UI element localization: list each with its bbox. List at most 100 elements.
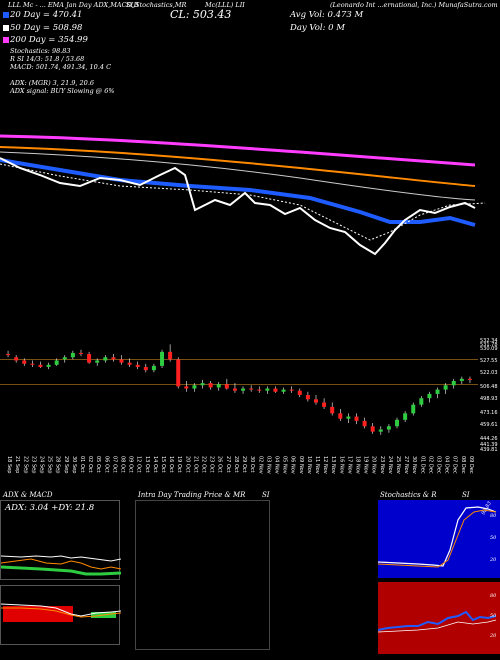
- adx-minus-line: [1, 558, 121, 570]
- x-tick-label: 02 Oct: [87, 456, 93, 473]
- ma50-label: 50 Day = 508.98: [10, 23, 83, 33]
- x-tick-label: 01 Dec: [419, 456, 425, 474]
- x-tick-label: 08 Dec: [460, 456, 466, 474]
- x-tick-label: 25 Sep: [47, 456, 53, 473]
- candle-down: [338, 413, 343, 419]
- candle-down: [184, 386, 189, 389]
- y-tick-label: 439.81: [480, 447, 498, 453]
- candle-down: [38, 364, 43, 367]
- x-tick-label: 28 Sep: [55, 456, 61, 473]
- candle-down: [176, 359, 181, 387]
- candle-down: [370, 426, 375, 432]
- x-tick-label: 21 Sep: [14, 456, 20, 473]
- candle-down: [127, 362, 132, 365]
- si-panel-title: SI: [262, 491, 270, 499]
- x-tick-label: 07 Oct: [111, 456, 117, 473]
- ma50-swatch: [3, 25, 9, 31]
- day-volume: Day Vol: 0 M: [290, 23, 345, 33]
- rsi-tick-20: 20: [490, 633, 497, 639]
- candle-down: [322, 402, 327, 407]
- candle-up: [151, 365, 156, 371]
- candle-down: [111, 357, 116, 360]
- rsi-tick-50: 50: [490, 613, 497, 619]
- candle-up: [403, 413, 408, 420]
- x-tick-label: 03 Nov: [265, 456, 271, 474]
- company-line: (Leonardo Int ...ernational, Inc.) Munaf…: [330, 1, 498, 9]
- candle-down: [119, 359, 124, 363]
- candle-down: [168, 351, 173, 360]
- y-tick-label: 527.55: [480, 358, 498, 364]
- x-tick-label: 02 Nov: [257, 456, 263, 474]
- x-tick-label: 26 Oct: [217, 456, 223, 473]
- stoch-line: SI,Stochastics,MR: [126, 1, 187, 9]
- x-tick-label: 02 Dec: [427, 456, 433, 474]
- x-tick-label: 21 Oct: [192, 456, 198, 473]
- adx-green-line: [1, 565, 121, 576]
- x-tick-label: 18 Sep: [6, 456, 12, 473]
- intraday-panel-title: Intra Day Trading Price & MR: [138, 491, 246, 499]
- stoch-tick-50: 50: [490, 535, 497, 541]
- x-tick-label: 19 Nov: [363, 456, 369, 474]
- candle-down: [208, 383, 213, 388]
- macd-value: MACD: 501.74, 491.34, 10.4 C: [10, 63, 112, 71]
- stoch-d-line: [378, 509, 497, 568]
- candle-down: [330, 406, 335, 414]
- y-tick-label: 444.26: [480, 436, 498, 442]
- x-tick-label: 22 Oct: [201, 456, 207, 473]
- candle-down: [224, 384, 229, 389]
- rsi-line: [378, 610, 497, 631]
- candle-up: [70, 352, 75, 358]
- x-tick-label: 30 Oct: [249, 456, 255, 473]
- candle-up: [435, 389, 440, 394]
- x-tick-label: 03 Dec: [436, 456, 442, 474]
- y-tick-label: 473.16: [480, 410, 498, 416]
- adx-signal: ADX signal: BUY Slowing @ 6%: [10, 87, 115, 95]
- stoch-tick-80: 80: [490, 513, 497, 519]
- candle-up: [346, 416, 351, 419]
- macd-panel: [0, 585, 121, 645]
- ma200-line: [0, 134, 476, 167]
- x-tick-label: 18 Nov: [355, 456, 361, 474]
- candle-up: [419, 398, 424, 405]
- x-tick-label: 09 Oct: [128, 456, 134, 473]
- x-tick-label: 23 Nov: [379, 456, 385, 474]
- x-tick-label: 04 Nov: [273, 456, 279, 474]
- candle-down: [305, 395, 310, 400]
- candle-up: [386, 426, 391, 430]
- ticker-line: Mc(LLL) LII: [205, 1, 245, 9]
- x-tick-label: 13 Oct: [144, 456, 150, 473]
- x-tick-label: 23 Oct: [209, 456, 215, 473]
- x-tick-label: 17 Nov: [346, 456, 352, 474]
- candle-up: [459, 378, 464, 381]
- rsi-tick-80: 80: [490, 593, 497, 599]
- stochastics-panel: 98.83 80 50 20: [378, 500, 500, 578]
- adx-value: ADX: (MGR) 3, 21.9, 20.6: [10, 79, 95, 87]
- x-tick-label: 30 Sep: [71, 456, 77, 473]
- x-tick-label: 08 Oct: [120, 456, 126, 473]
- candlestick-chart: 18 Sep 21 Sep 22 Sep 23 Sep 24 Sep 25 Sep 28 S…: [0, 338, 498, 474]
- x-tick-label: 15 Oct: [160, 456, 166, 473]
- candle-down: [257, 389, 262, 391]
- x-tick-label: 23 Sep: [30, 456, 36, 473]
- candle-up: [216, 384, 221, 388]
- candle-up: [451, 380, 456, 386]
- candle-up: [265, 388, 270, 391]
- x-tick-label: 05 Oct: [95, 456, 101, 473]
- ma100-line: [0, 146, 476, 187]
- x-tick-label: 11 Nov: [314, 456, 320, 474]
- x-tick-label: 12 Oct: [136, 456, 142, 473]
- stoch-si-value: R SI 14/3: 51.8 / 53.68: [10, 55, 85, 63]
- intraday-panel: [135, 500, 270, 650]
- y-tick-label: 506.48: [480, 384, 498, 390]
- x-tick-label: 14 Oct: [152, 456, 158, 473]
- ma200-swatch: [3, 37, 9, 43]
- ma50-dotted-line: [0, 163, 486, 241]
- x-tick-label: 28 Oct: [233, 456, 239, 473]
- rsi-panel: 80 50 20: [378, 582, 500, 654]
- candle-down: [135, 364, 140, 367]
- y-tick-label: 530.09: [480, 346, 498, 352]
- candle-down: [467, 378, 472, 380]
- si-panel-title-2: SI: [462, 491, 470, 499]
- stoch-tick-20: 20: [490, 557, 497, 563]
- x-tick-label: 05 Nov: [282, 456, 288, 474]
